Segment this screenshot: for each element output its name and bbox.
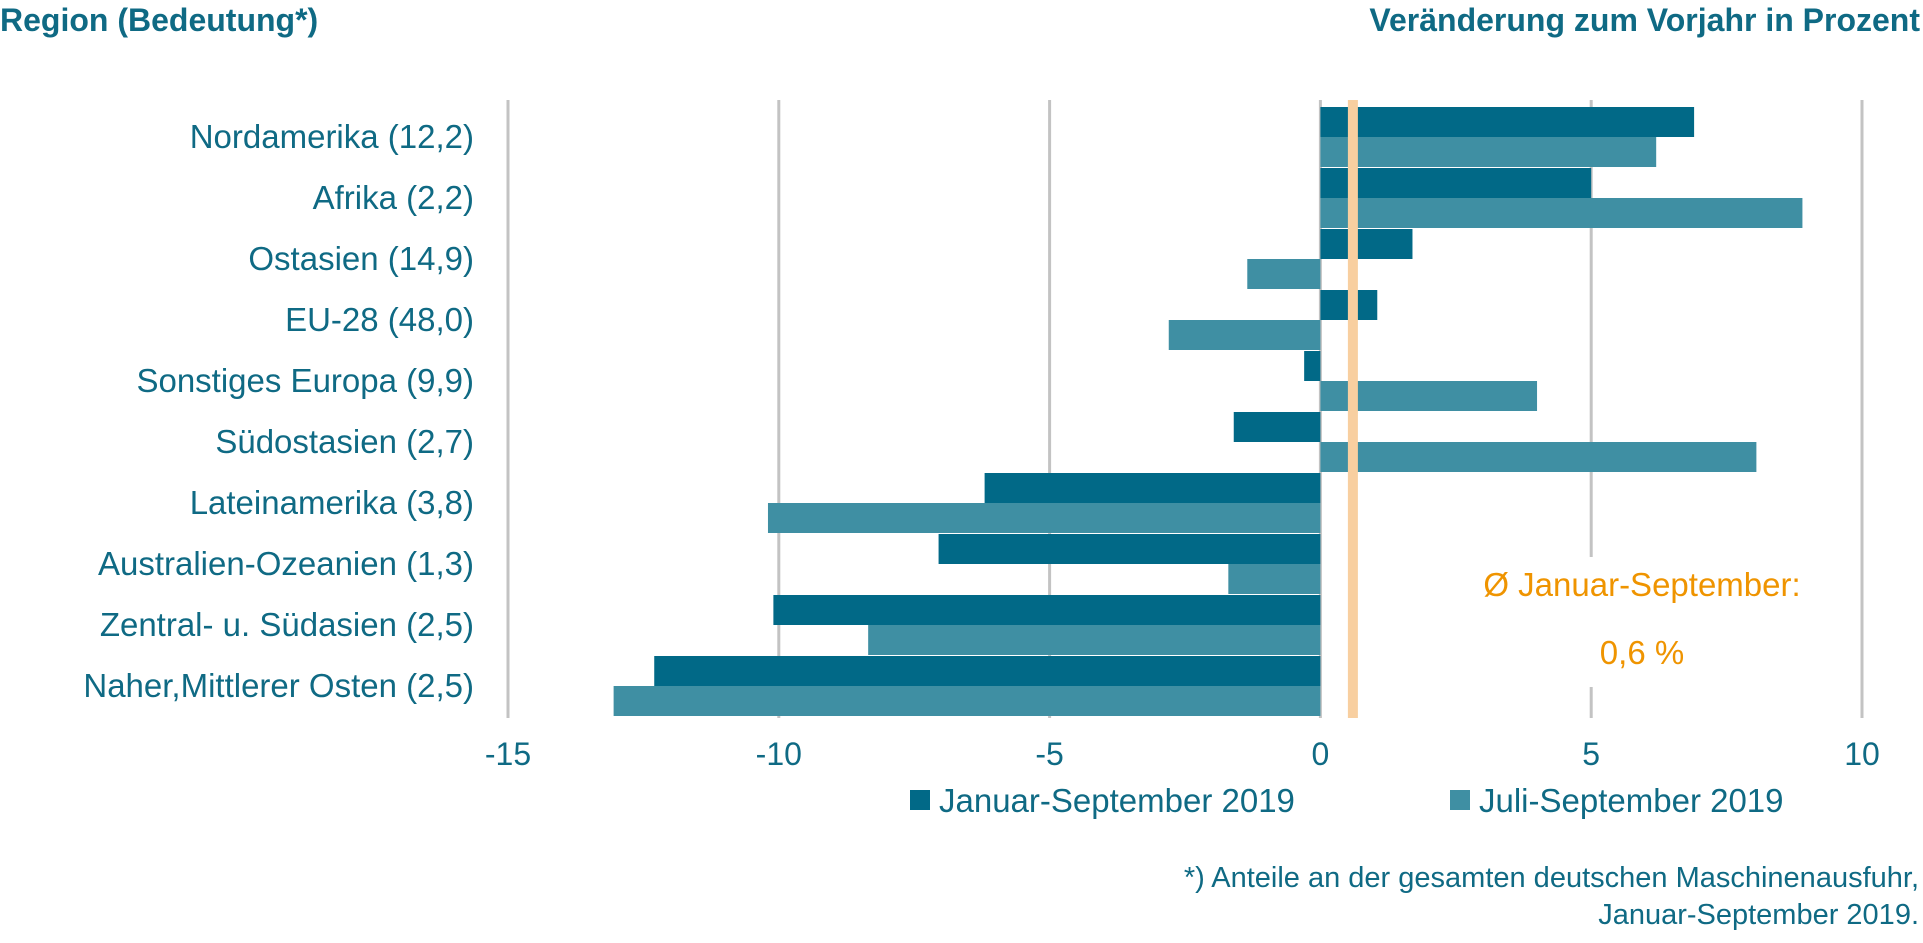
footnote-line-2: Januar-September 2019. bbox=[1598, 899, 1919, 931]
average-reference-line bbox=[1347, 100, 1358, 718]
legend: Januar-September 2019 Juli-September 2019 bbox=[910, 782, 1784, 819]
bar-januar-september bbox=[938, 534, 1321, 564]
x-tick-label: -5 bbox=[1035, 736, 1063, 772]
bar-juli-september bbox=[613, 686, 1321, 716]
category-label: Lateinamerika (3,8) bbox=[190, 484, 474, 521]
bar-juli-september bbox=[868, 625, 1321, 655]
bar-juli-september bbox=[1320, 198, 1803, 228]
bar-januar-september bbox=[1304, 351, 1321, 381]
average-annotation-value: 0,6 % bbox=[1600, 634, 1684, 671]
category-label: Sonstiges Europa (9,9) bbox=[136, 362, 474, 399]
x-tick-label: 0 bbox=[1312, 736, 1330, 772]
category-label: Südostasien (2,7) bbox=[215, 423, 474, 460]
legend-label: Januar-September 2019 bbox=[939, 782, 1295, 819]
category-labels: Nordamerika (12,2) Afrika (2,2) Ostasien (… bbox=[83, 118, 474, 704]
bar-juli-september bbox=[1247, 259, 1321, 289]
bar-januar-september bbox=[654, 656, 1321, 686]
legend-swatch bbox=[1450, 790, 1470, 810]
bar-januar-september bbox=[984, 473, 1321, 503]
legend-swatch bbox=[910, 790, 930, 810]
bar-januar-september bbox=[1233, 412, 1321, 442]
x-tick-labels: -15 -10 -5 0 5 10 bbox=[485, 736, 1880, 772]
x-tick-label: -15 bbox=[485, 736, 531, 772]
right-header: Veränderung zum Vorjahr in Prozent bbox=[1369, 2, 1920, 38]
bar-januar-september bbox=[1320, 229, 1413, 259]
category-label: Naher,Mittlerer Osten (2,5) bbox=[83, 667, 474, 704]
x-tick-label: 5 bbox=[1582, 736, 1600, 772]
reference-layer: Ø Januar-September: 0,6 % bbox=[1347, 100, 1850, 718]
category-label: EU-28 (48,0) bbox=[285, 301, 474, 338]
bar-januar-september bbox=[773, 595, 1321, 625]
x-tick-label: -10 bbox=[756, 736, 802, 772]
x-tick-label: 10 bbox=[1844, 736, 1880, 772]
bar-juli-september bbox=[1320, 137, 1657, 167]
category-label: Nordamerika (12,2) bbox=[190, 118, 474, 155]
bar-juli-september bbox=[1168, 320, 1321, 350]
bar-januar-september bbox=[1320, 168, 1592, 198]
left-header: Region (Bedeutung*) bbox=[0, 2, 319, 38]
legend-label: Juli-September 2019 bbox=[1479, 782, 1784, 819]
bar-januar-september bbox=[1320, 107, 1695, 137]
annotation-background bbox=[1455, 557, 1850, 687]
bar-juli-september bbox=[1228, 564, 1321, 594]
footnote-line-1: *) Anteile an der gesamten deutschen Mas… bbox=[1183, 862, 1919, 894]
average-annotation-title: Ø Januar-September: bbox=[1483, 566, 1800, 603]
category-label: Afrika (2,2) bbox=[313, 179, 474, 216]
category-label: Zentral- u. Südasien (2,5) bbox=[100, 606, 474, 643]
category-label: Ostasien (14,9) bbox=[248, 240, 474, 277]
bar-juli-september bbox=[1320, 442, 1757, 472]
category-label: Australien-Ozeanien (1,3) bbox=[98, 545, 474, 582]
bar-juli-september bbox=[767, 503, 1321, 533]
